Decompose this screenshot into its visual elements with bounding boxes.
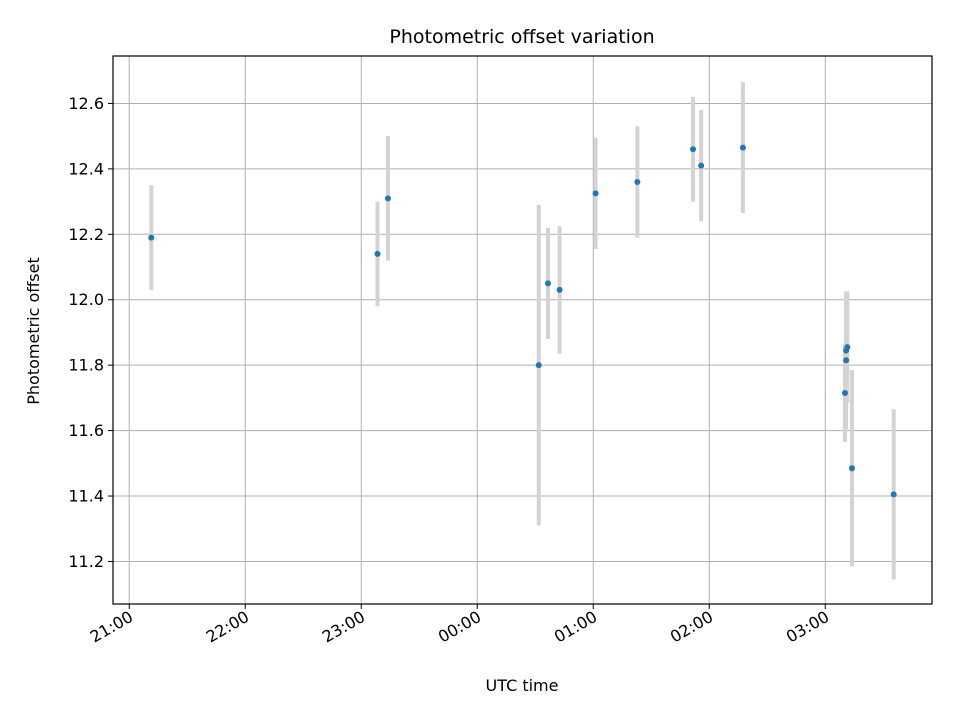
y-tick-label: 12.0 xyxy=(68,290,104,309)
data-point xyxy=(843,357,850,364)
y-tick-label: 11.4 xyxy=(68,487,104,506)
data-point xyxy=(841,389,848,396)
x-axis-label: UTC time xyxy=(486,676,559,695)
error-bars xyxy=(149,82,896,580)
chart-title: Photometric offset variation xyxy=(389,26,654,48)
data-point xyxy=(374,250,381,257)
data-point xyxy=(384,195,391,202)
data-point xyxy=(848,465,855,472)
data-point xyxy=(844,344,851,351)
data-point xyxy=(698,162,705,169)
y-axis-ticks: 11.2 11.4 11.6 11.8 12.0 12.2 12.4 12.6 xyxy=(68,94,113,571)
y-tick-label: 12.6 xyxy=(68,94,104,113)
data-point xyxy=(148,234,155,241)
x-tick-label: 03:00 xyxy=(783,607,832,647)
y-tick-label: 12.2 xyxy=(68,225,104,244)
y-tick-label: 11.6 xyxy=(68,421,104,440)
data-point xyxy=(690,146,697,153)
x-tick-label: 00:00 xyxy=(435,607,484,647)
data-point xyxy=(556,286,563,293)
data-points xyxy=(148,144,897,498)
x-tick-label: 22:00 xyxy=(203,607,252,647)
y-tick-label: 11.2 xyxy=(68,552,104,571)
y-tick-label: 12.4 xyxy=(68,159,104,178)
x-tick-label: 01:00 xyxy=(551,607,600,647)
data-point xyxy=(592,190,599,197)
y-axis-label: Photometric offset xyxy=(24,257,43,405)
data-point xyxy=(535,362,542,369)
y-tick-label: 11.8 xyxy=(68,356,104,375)
x-tick-label: 23:00 xyxy=(319,607,368,647)
data-point xyxy=(890,491,897,498)
x-axis-ticks: 21:00 22:00 23:00 00:00 01:00 02:00 03:00 xyxy=(87,604,832,647)
data-point xyxy=(545,280,552,287)
data-point xyxy=(739,144,746,151)
grid xyxy=(113,56,932,604)
x-tick-label: 02:00 xyxy=(667,607,716,647)
data-point xyxy=(634,178,641,185)
x-tick-label: 21:00 xyxy=(87,607,136,647)
plot-frame xyxy=(112,55,933,605)
